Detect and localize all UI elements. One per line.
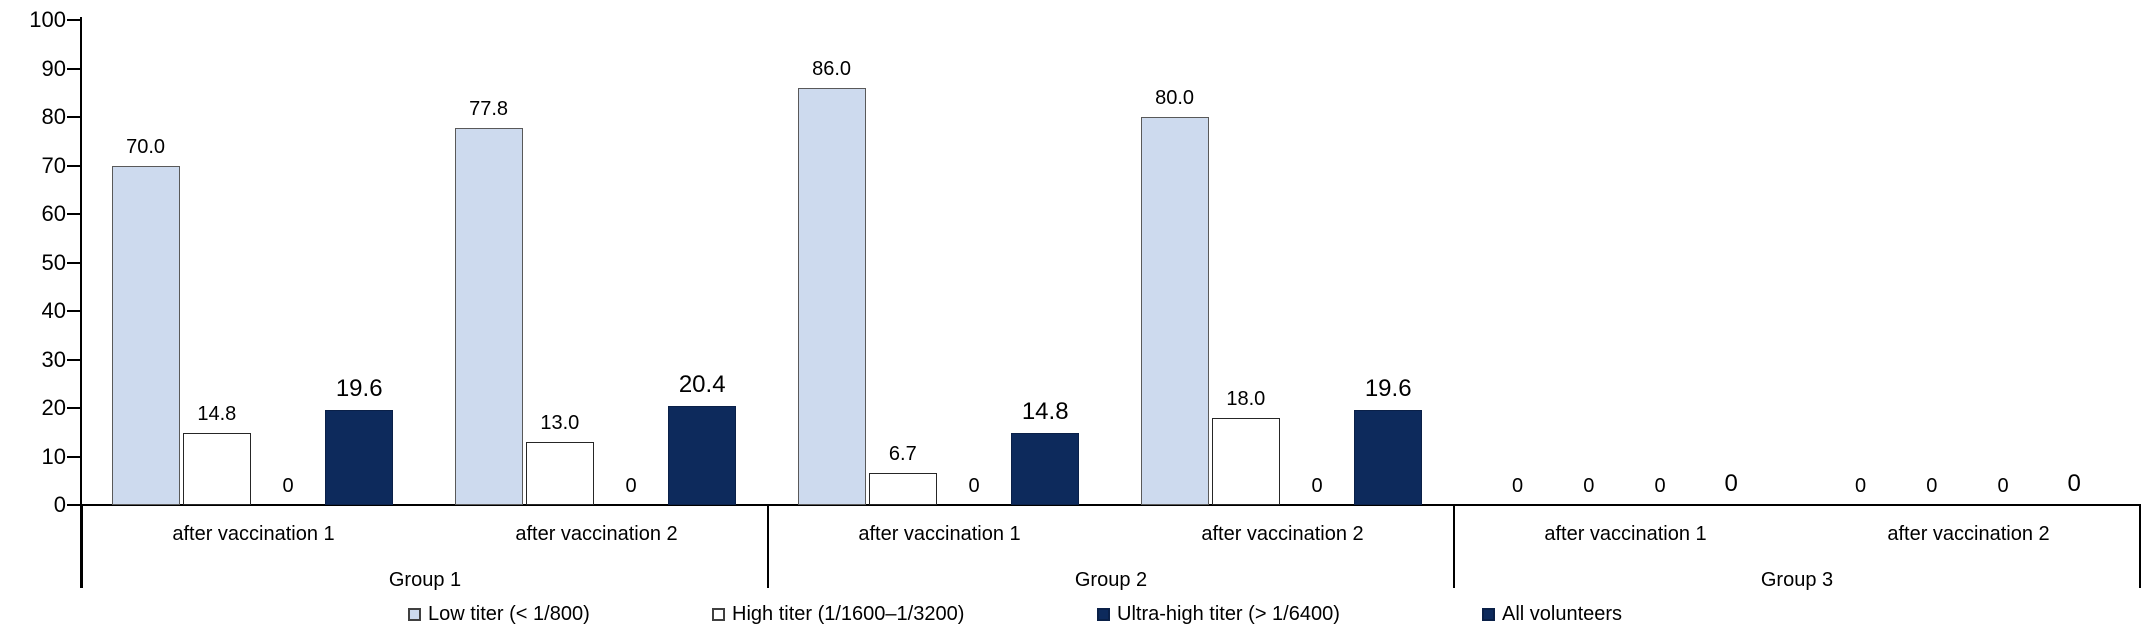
bar <box>525 441 594 505</box>
bar-value-label: 0 <box>282 475 294 497</box>
bar-value-label: 0 <box>2067 470 2081 497</box>
bar-value-label: 70.0 <box>126 135 166 158</box>
bar-value-label: 6.7 <box>888 442 917 465</box>
legend-swatch-icon <box>1482 608 1495 621</box>
x-axis-line <box>80 504 2141 506</box>
y-tick-label: 10 <box>41 443 66 469</box>
y-tick-mark <box>67 19 81 21</box>
y-tick-label: 40 <box>41 298 66 323</box>
group-label: Group 3 <box>1760 569 1834 591</box>
bar <box>454 127 523 505</box>
bar <box>182 433 251 505</box>
bar <box>1354 409 1423 505</box>
subgroup-label: after vaccination 2 <box>1887 523 2050 545</box>
group-label: Group 1 <box>388 569 462 591</box>
legend-swatch-icon <box>712 608 725 621</box>
group-divider <box>2139 504 2141 588</box>
y-tick-mark <box>67 358 81 361</box>
bar-value-label: 77.8 <box>469 97 509 120</box>
bar <box>1211 417 1280 505</box>
subgroup-label: after vaccination 2 <box>515 523 678 545</box>
bar-value-label: 14.8 <box>1021 398 1069 426</box>
bar <box>868 472 937 505</box>
bar-value-label: 80.0 <box>1155 87 1195 109</box>
bar-value-label: 0 <box>625 475 637 497</box>
y-tick-mark <box>67 116 81 118</box>
y-tick-mark <box>67 504 81 506</box>
bar-value-label: 19.6 <box>1364 374 1412 402</box>
legend-label: All volunteers <box>1502 603 1623 625</box>
y-tick-mark <box>67 455 81 458</box>
bar-value-label: 0 <box>968 475 980 497</box>
legend-item: High titer (1/1600–1/3200) <box>712 601 964 627</box>
y-tick-label: 30 <box>41 346 66 372</box>
y-tick-label: 100 <box>29 7 66 32</box>
bar-value-label: 0 <box>1654 475 1666 497</box>
subgroup-label: after vaccination 1 <box>858 523 1021 545</box>
y-tick-label: 50 <box>41 249 66 275</box>
legend-item: Ultra-high titer (> 1/6400) <box>1097 601 1340 627</box>
y-tick-mark <box>67 213 81 215</box>
bar-value-label: 0 <box>1997 475 2009 497</box>
y-tick-label: 90 <box>41 55 66 81</box>
bar-value-label: 0 <box>1583 475 1595 497</box>
subgroup-label: after vaccination 1 <box>1544 523 1707 545</box>
bar-value-label: 13.0 <box>540 411 580 434</box>
bar <box>797 87 866 505</box>
bar <box>111 165 180 505</box>
y-tick-label: 60 <box>41 201 66 226</box>
legend-item: All volunteers <box>1482 601 1622 627</box>
y-tick-label: 80 <box>41 104 66 129</box>
bar-value-label: 14.8 <box>197 403 237 426</box>
group-divider <box>767 504 769 588</box>
bar-value-label: 18.0 <box>1226 387 1266 410</box>
bar <box>1140 117 1209 505</box>
y-tick-label: 20 <box>41 395 66 420</box>
bar-value-label: 0 <box>1512 475 1524 497</box>
subgroup-label: after vaccination 1 <box>172 523 335 545</box>
bar-value-label: 0 <box>1311 475 1323 497</box>
y-tick-mark <box>67 310 81 312</box>
y-tick-mark <box>67 407 81 409</box>
legend-label: Low titer (< 1/800) <box>428 603 590 625</box>
bar <box>325 409 394 505</box>
legend-label: Ultra-high titer (> 1/6400) <box>1117 603 1340 625</box>
y-tick-mark <box>67 67 81 70</box>
y-axis-line <box>80 17 82 588</box>
bar <box>1011 433 1080 505</box>
group-divider <box>1453 504 1455 588</box>
y-tick-label: 0 <box>53 492 66 517</box>
bar <box>668 406 737 505</box>
y-tick-label: 70 <box>41 152 66 178</box>
group-label: Group 2 <box>1074 569 1148 591</box>
bar-value-label: 20.4 <box>678 371 726 399</box>
bar-value-label: 86.0 <box>812 57 852 80</box>
y-tick-mark <box>67 164 81 167</box>
legend-swatch-icon <box>1097 608 1110 621</box>
legend-item: Low titer (< 1/800) <box>408 601 590 627</box>
bar-value-label: 0 <box>1926 475 1938 497</box>
y-tick-mark <box>67 261 81 264</box>
bar-value-label: 0 <box>1855 475 1867 497</box>
legend-label: High titer (1/1600–1/3200) <box>732 603 965 625</box>
bar-value-label: 0 <box>1724 470 1738 497</box>
subgroup-label: after vaccination 2 <box>1201 523 1364 545</box>
group-divider <box>81 504 83 588</box>
legend-swatch-icon <box>408 608 421 621</box>
bar-value-label: 19.6 <box>335 374 383 402</box>
